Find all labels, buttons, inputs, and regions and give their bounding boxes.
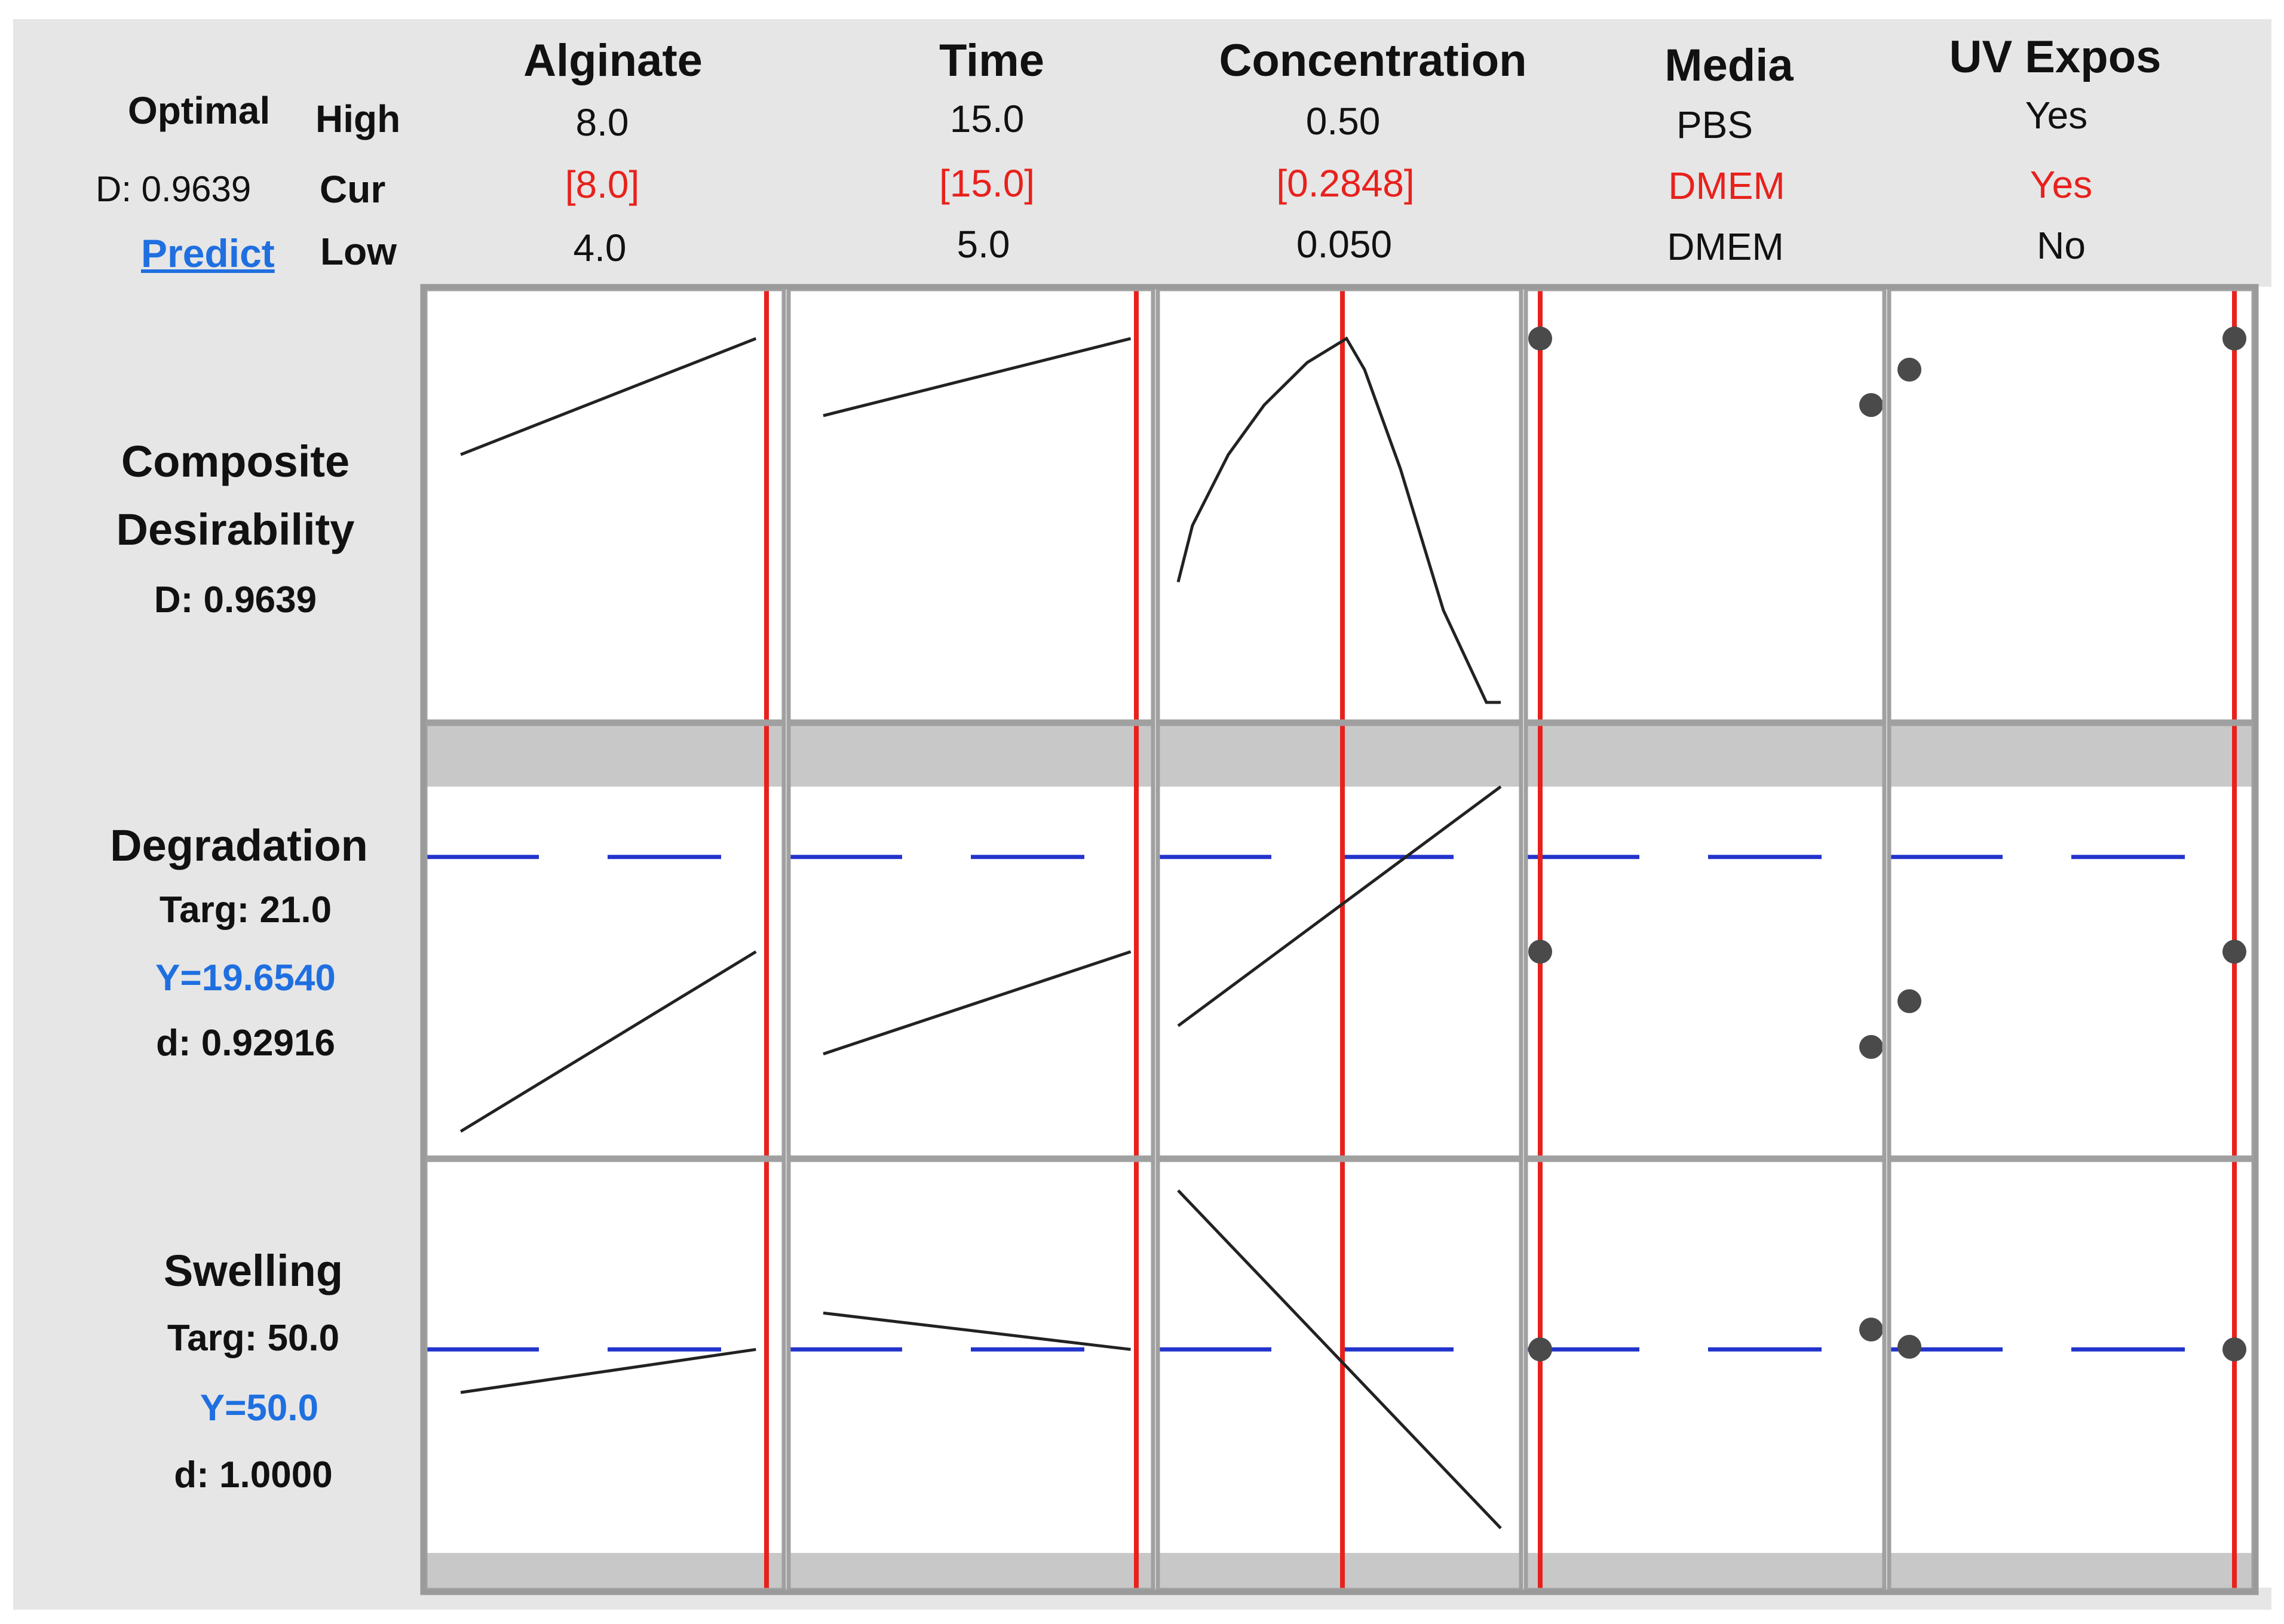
- predict-link[interactable]: Predict: [141, 231, 275, 275]
- response-composite-d: D: 0.9639: [154, 579, 317, 621]
- factor-time-low: 5.0: [956, 223, 1010, 266]
- optimal-label: Optimal: [128, 89, 271, 132]
- panel-bg-r0-c3: [1526, 289, 1884, 722]
- response-swelling-title: Swelling: [163, 1246, 344, 1295]
- panel-border-r1-c3: [1523, 722, 1887, 1160]
- response-composite-label: Composite Desirability D: 0.9639: [117, 428, 355, 634]
- panel-band-top-r1-c0: [425, 724, 784, 787]
- factor-time-name: Time: [939, 35, 1045, 86]
- panel-band-bottom-r2-c2: [1158, 1553, 1521, 1590]
- response-degradation-target: Targ: 21.0: [159, 889, 332, 931]
- panel-bg-r1-c4: [1889, 724, 2254, 1158]
- panel-band-bottom-r2-c3: [1526, 1553, 1884, 1590]
- plot-outer-frame: [420, 284, 2259, 1595]
- response-degradation-title: Degradation: [110, 821, 368, 870]
- panel-border-r1-c2: [1155, 722, 1523, 1160]
- data-point-r0-uv-yes: [2222, 326, 2246, 351]
- response-curve-r0-time: [823, 337, 1132, 417]
- factor-time-current: [15.0]: [939, 162, 1035, 205]
- response-curve-r2-concentration: [1177, 1189, 1502, 1530]
- factor-media-low: DMEM: [1667, 225, 1784, 268]
- low-label: Low: [320, 230, 397, 273]
- panel-band-top-r1-c4: [1889, 724, 2254, 787]
- response-degradation-d: d: 0.92916: [156, 1023, 335, 1064]
- factor-uv-high: Yes: [2025, 94, 2088, 137]
- factor-media-current: DMEM: [1668, 164, 1785, 207]
- data-point-r2-media-dmem: [1528, 1337, 1552, 1362]
- factor-alginate-name: Alginate: [523, 35, 703, 86]
- panel-band-top-r1-c1: [789, 724, 1153, 787]
- response-swelling-label: Swelling Targ: 50.0 Y=50.0 d: 1.0000: [164, 1241, 343, 1510]
- factor-uv-name: UV Expos: [1949, 32, 2162, 82]
- cur-label: Cur: [320, 168, 386, 211]
- panel-bg-r1-c2: [1158, 724, 1521, 1158]
- panel-bg-r1-c3: [1526, 724, 1884, 1158]
- factor-concentration-low: 0.050: [1296, 223, 1393, 266]
- panel-band-bottom-r2-c0: [425, 1553, 784, 1590]
- panel-bg-r0-c4: [1889, 289, 2254, 722]
- data-point-r1-media-dmem: [1528, 940, 1552, 964]
- high-label: High: [315, 97, 401, 140]
- data-point-r1-media-pbs: [1859, 1034, 1883, 1059]
- factor-alginate-current: [8.0]: [565, 163, 640, 206]
- factor-media-high: PBS: [1676, 103, 1753, 146]
- data-point-r0-media-dmem: [1528, 326, 1552, 351]
- factor-concentration-name: Concentration: [1219, 35, 1527, 86]
- panel-bg-r2-c4: [1889, 1160, 2254, 1590]
- response-curve-r1-time: [823, 950, 1132, 1055]
- header-background: [13, 19, 2271, 287]
- factor-time-high: 15.0: [949, 97, 1025, 140]
- data-point-r1-uv-no: [1897, 989, 1921, 1014]
- response-curve-r1-concentration: [1177, 785, 1502, 1027]
- panel-border-r1-c1: [786, 722, 1155, 1160]
- factor-concentration-high: 0.50: [1305, 100, 1381, 143]
- panel-band-bottom-r2-c4: [1889, 1553, 2254, 1590]
- response-curve-r2-alginate: [460, 1347, 756, 1394]
- response-curve-r2-time: [823, 1311, 1131, 1351]
- panel-band-top-r1-c2: [1158, 724, 1521, 787]
- data-point-r1-uv-yes: [2222, 940, 2246, 964]
- data-point-r2-uv-yes: [2222, 1337, 2246, 1362]
- panel-bg-r0-c0: [425, 289, 784, 722]
- panel-band-bottom-r2-c1: [789, 1553, 1153, 1590]
- response-curve-r0-concentration: [1176, 336, 1501, 704]
- data-point-r2-media-pbs: [1859, 1318, 1883, 1341]
- factor-alginate-high: 8.0: [575, 101, 629, 144]
- response-composite-title: Composite: [121, 437, 350, 486]
- factor-media-name: Media: [1664, 40, 1794, 91]
- label-column-background: [13, 287, 423, 1610]
- response-degradation-predicted: Y=19.6540: [155, 957, 336, 999]
- factor-alginate-low: 4.0: [573, 226, 627, 269]
- response-swelling-predicted: Y=50.0: [200, 1387, 319, 1429]
- panel-bg-r1-c0: [425, 724, 784, 1158]
- panel-bg-r2-c3: [1526, 1160, 1884, 1590]
- panel-band-top-r1-c3: [1526, 724, 1884, 787]
- panel-bg-r0-c1: [789, 289, 1153, 722]
- data-point-r2-uv-no: [1897, 1334, 1921, 1359]
- response-curve-r0-alginate: [460, 337, 757, 456]
- panel-bg-r2-c1: [789, 1160, 1153, 1590]
- d-value: D: 0.9639: [96, 169, 252, 209]
- response-composite-title2: Desirability: [116, 505, 355, 554]
- response-curve-r1-alginate: [459, 950, 757, 1133]
- factor-uv-current: Yes: [2029, 163, 2093, 206]
- factor-concentration-current: [0.2848]: [1276, 162, 1415, 205]
- data-point-r0-media-pbs: [1859, 393, 1883, 417]
- factor-uv-low: No: [2037, 224, 2086, 267]
- panel-bg-r2-c0: [425, 1160, 784, 1590]
- response-swelling-d: d: 1.0000: [174, 1454, 333, 1496]
- panel-bg-r1-c1: [789, 724, 1153, 1158]
- data-point-r0-uv-no: [1897, 357, 1921, 382]
- response-degradation-label: Degradation Targ: 21.0 Y=19.6540 d: 0.92…: [110, 816, 368, 1075]
- response-swelling-target: Targ: 50.0: [167, 1318, 340, 1359]
